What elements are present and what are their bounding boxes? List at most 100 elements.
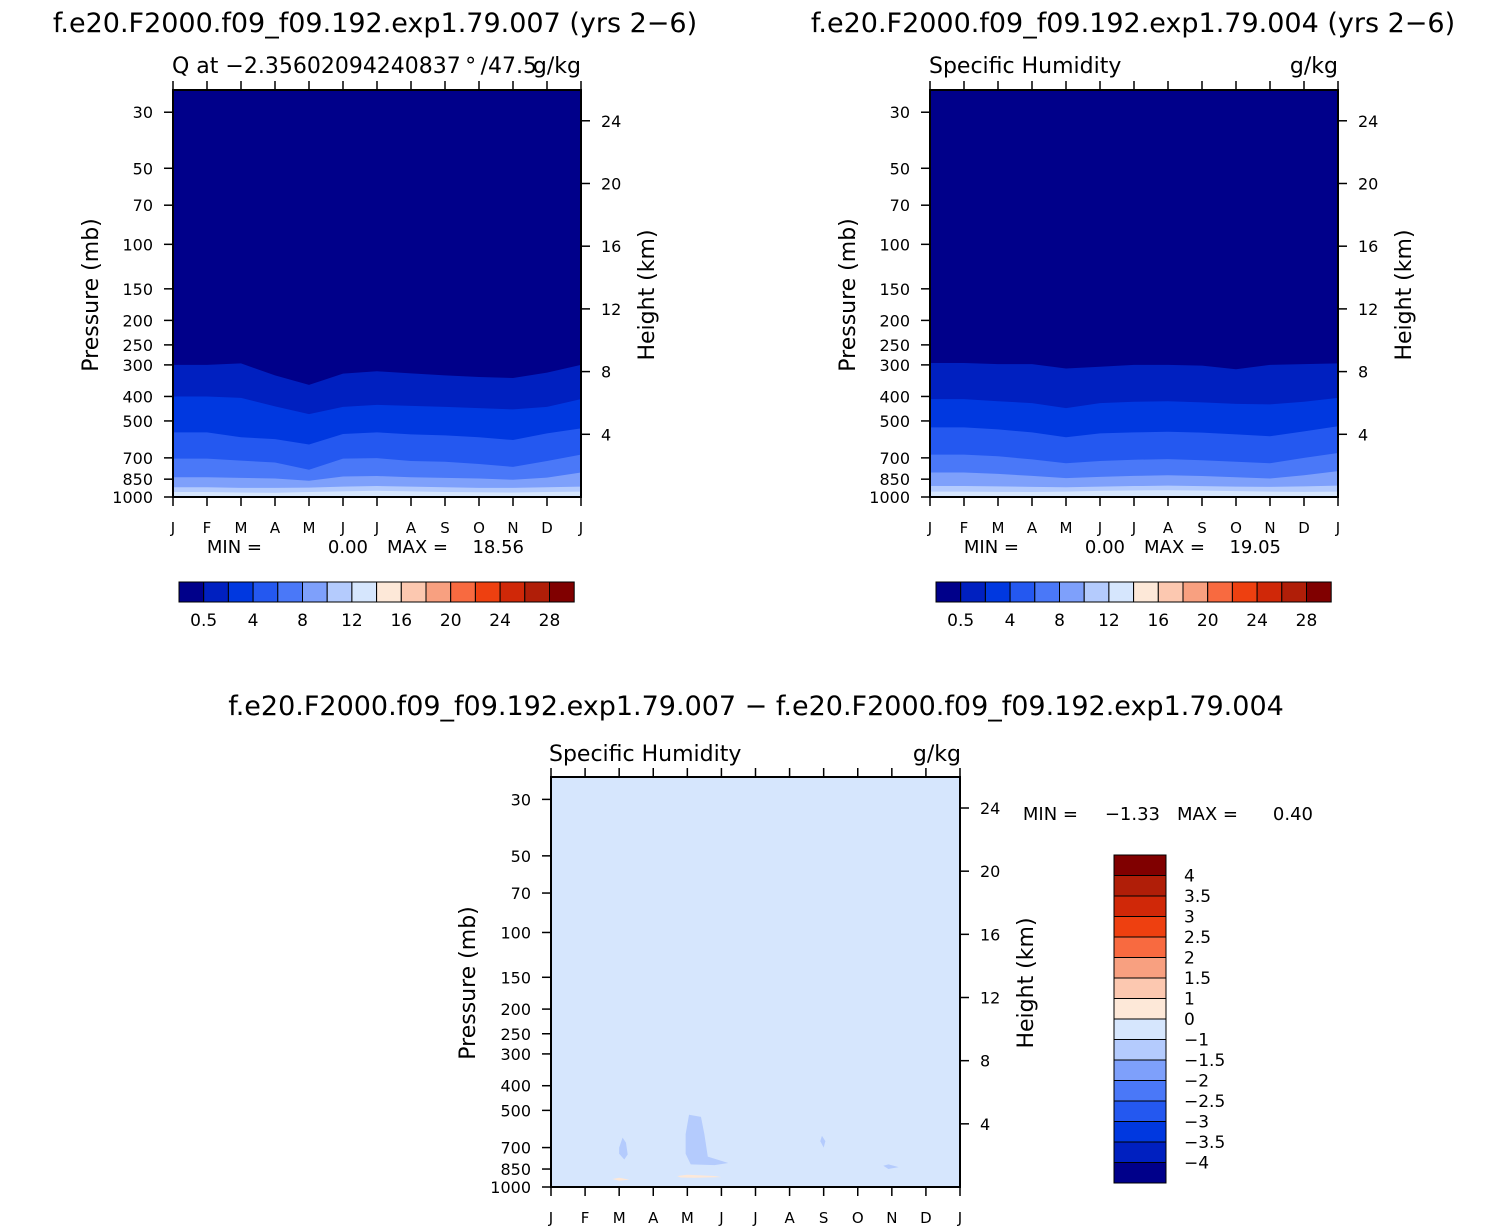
panel-difference-colorbar-box bbox=[1113, 854, 1167, 876]
panel-right-y-tick-label: 1000 bbox=[869, 488, 910, 507]
panel-right-y-tick-label: 500 bbox=[879, 412, 910, 431]
panel-left-min-value: 0.00 bbox=[328, 537, 368, 558]
panel-right-y-tick-label: 400 bbox=[879, 387, 910, 406]
panel-left-colorbar-label: 28 bbox=[539, 611, 561, 631]
panel-difference-colorbar-label: −4 bbox=[1184, 1154, 1209, 1174]
panel-left-colorbar-box bbox=[227, 581, 254, 603]
panel-right-x-tick-label: N bbox=[1264, 519, 1275, 537]
panel-difference-colorbar-label: −2 bbox=[1184, 1072, 1209, 1092]
panel-right-y2-tick-label: 24 bbox=[1358, 112, 1378, 131]
panel-left-y2-tick-label: 8 bbox=[601, 363, 611, 382]
panel-right-colorbar-box bbox=[1009, 581, 1036, 603]
panel-difference-min-value: −1.33 bbox=[1105, 804, 1160, 825]
panel-difference-colorbar-box bbox=[1113, 1059, 1167, 1081]
panel-left-x-tick-label: J bbox=[374, 519, 379, 537]
panel-left-colorbar-box bbox=[376, 581, 402, 603]
panel-right-x-tick-label: J bbox=[1097, 519, 1102, 537]
panel-difference-colorbar-label: −1 bbox=[1184, 1031, 1209, 1051]
panel-right-max-label: MAX = bbox=[1144, 537, 1205, 558]
panel-left-y2-tick-label: 4 bbox=[601, 425, 611, 444]
panel-left-y-tick-label: 200 bbox=[122, 311, 153, 330]
panel-left-colorbar-label: 0.5 bbox=[190, 611, 217, 631]
panel-right-y-tick-label: 700 bbox=[879, 449, 910, 468]
panel-left-colorbar-box bbox=[252, 581, 279, 603]
panel-left-y-tick-label: 700 bbox=[122, 449, 153, 468]
panel-left-y-tick-label: 30 bbox=[133, 103, 153, 122]
panel-left-run-title: f.e20.F2000.f09_f09.192.exp1.79.007 (yrs… bbox=[53, 8, 697, 39]
panel-left-y-tick-label: 1000 bbox=[112, 488, 153, 507]
panel-difference-anomaly-region-4 bbox=[612, 1177, 630, 1181]
panel-right-colorbar-label: 16 bbox=[1147, 611, 1169, 631]
panel-right-colorbar-label: 4 bbox=[1005, 611, 1016, 631]
panel-difference-colorbar-box bbox=[1113, 936, 1167, 958]
panel-difference-anomaly-region-5 bbox=[677, 1174, 722, 1178]
panel-left-colorbar-box bbox=[499, 581, 526, 603]
panel-left-colorbar-label: 20 bbox=[440, 611, 462, 631]
panel-right-x-tick-label: A bbox=[1027, 519, 1038, 537]
panel-left-y-tick-label: 250 bbox=[122, 336, 153, 355]
panel-left-y-tick-label: 50 bbox=[133, 159, 153, 178]
panel-right-colorbar-label: 12 bbox=[1098, 611, 1120, 631]
panel-difference-y-tick-label: 700 bbox=[500, 1139, 531, 1158]
panel-right-colorbar-box bbox=[1083, 581, 1110, 603]
panel-difference-y-tick-label: 1000 bbox=[490, 1178, 531, 1197]
panel-right-colorbar-box bbox=[1256, 581, 1283, 603]
panel-left-x-tick-label: J bbox=[340, 519, 345, 537]
panel-difference-plot-title: Specific Humidity bbox=[549, 742, 741, 767]
panel-left-plot-area bbox=[172, 89, 582, 498]
panel-difference-x-tick-label: J bbox=[718, 1209, 723, 1227]
panel-difference-y-tick-label: 400 bbox=[500, 1077, 531, 1096]
panel-difference-anomaly-region-2 bbox=[820, 1135, 826, 1148]
panel-difference-y-tick-label: 50 bbox=[511, 847, 531, 866]
panel-left-y-tick-label: 300 bbox=[122, 356, 153, 375]
panel-right-x-tick-label: M bbox=[1060, 519, 1073, 537]
panel-left-colorbar-box bbox=[178, 581, 205, 603]
panel-right-colorbar-box bbox=[1207, 581, 1233, 603]
panel-difference-colorbar: 43.532.521.510−1−1.5−2−2.5−3−3.5−4 bbox=[1113, 854, 1225, 1184]
panel-difference-y2-tick-label: 8 bbox=[980, 1052, 990, 1071]
panel-difference-colorbar-label: 1.5 bbox=[1184, 969, 1211, 989]
panel-left-x-tick-label: D bbox=[541, 519, 553, 537]
panel-right-colorbar-box bbox=[984, 581, 1011, 603]
panel-difference: f.e20.F2000.f09_f09.192.exp1.79.007 − f.… bbox=[228, 691, 1313, 1227]
panel-right-y2-tick-label: 20 bbox=[1358, 174, 1378, 193]
panel-left-y-axis-label: Pressure (mb) bbox=[79, 218, 104, 372]
panel-left-y2-tick-label: 20 bbox=[601, 174, 621, 193]
panel-right-x-tick-label: F bbox=[960, 519, 969, 537]
panel-difference-y-tick-label: 250 bbox=[500, 1025, 531, 1044]
panel-difference-x-tick-label: F bbox=[581, 1209, 590, 1227]
panel-difference-x-tick-label: J bbox=[548, 1209, 553, 1227]
panel-difference-x-tick-label: A bbox=[784, 1209, 795, 1227]
panel-right-colorbar-box bbox=[1231, 581, 1258, 603]
panel-left-colorbar-box bbox=[524, 581, 550, 603]
panel-left-x-tick-label: S bbox=[440, 519, 450, 537]
panel-right-y-tick-label: 50 bbox=[890, 159, 910, 178]
panel-left-colorbar-box bbox=[277, 581, 303, 603]
panel-left-x-tick-label: A bbox=[270, 519, 281, 537]
panel-right-colorbar-box bbox=[1133, 581, 1159, 603]
panel-difference-y-axis-label: Pressure (mb) bbox=[456, 906, 481, 1060]
panel-difference-x-tick-label: N bbox=[886, 1209, 897, 1227]
panel-difference-anomaly-region-1 bbox=[685, 1114, 729, 1166]
panel-difference-colorbar-box bbox=[1113, 1080, 1167, 1102]
panel-right-y2-tick-label: 8 bbox=[1358, 363, 1368, 382]
panel-right-colorbar-box bbox=[1108, 581, 1135, 603]
panel-difference-anomaly-region-3 bbox=[883, 1164, 899, 1170]
panel-right-colorbar-box bbox=[1157, 581, 1184, 603]
panel-difference-colorbar-box bbox=[1113, 1121, 1167, 1143]
panel-difference-colorbar-box bbox=[1113, 998, 1167, 1020]
panel-difference-units: g/kg bbox=[913, 742, 961, 767]
panel-right-colorbar-box bbox=[1306, 581, 1332, 603]
panel-difference-colorbar-box bbox=[1113, 875, 1167, 897]
panel-right-y2-axis-label: Height (km) bbox=[1392, 229, 1417, 360]
panel-difference-x-tick-label: M bbox=[681, 1209, 694, 1227]
panel-difference-colorbar-label: 1 bbox=[1184, 990, 1195, 1010]
panel-left-colorbar-box bbox=[326, 581, 353, 603]
panel-difference-x-tick-label: O bbox=[852, 1209, 864, 1227]
panel-left-colorbar-box bbox=[425, 581, 452, 603]
panel-right-y-axis-label: Pressure (mb) bbox=[836, 218, 861, 372]
panel-left: f.e20.F2000.f09_f09.192.exp1.79.007 (yrs… bbox=[53, 8, 697, 631]
panel-right-colorbar-label: 0.5 bbox=[947, 611, 974, 631]
panel-difference-colorbar-label: 2 bbox=[1184, 949, 1195, 969]
panel-right-run-title: f.e20.F2000.f09_f09.192.exp1.79.004 (yrs… bbox=[811, 8, 1455, 39]
